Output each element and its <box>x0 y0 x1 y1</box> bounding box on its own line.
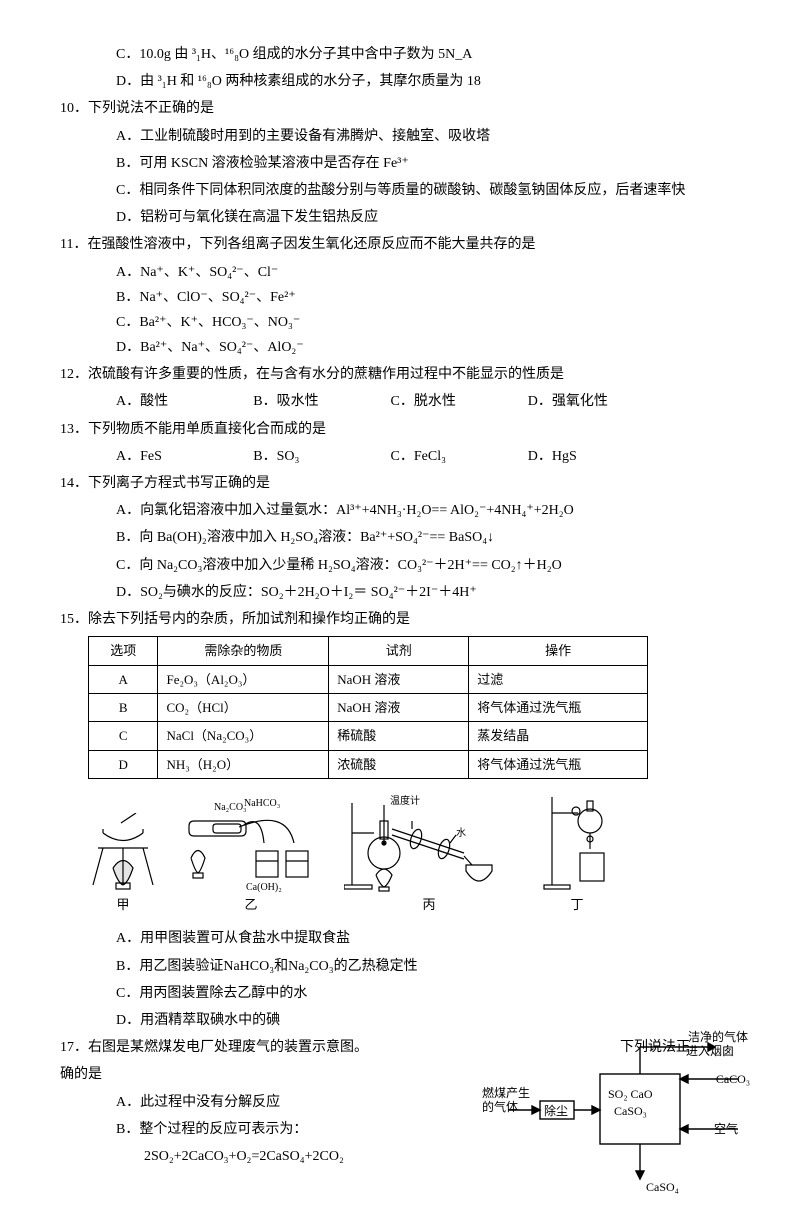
q16-opt-b: B．用乙图装验证NaHCO₃和Na₂CO₃的乙热稳定性 <box>60 954 740 979</box>
q13-opt-b: B．SO₃ <box>253 444 390 469</box>
q12-stem: 12．浓硫酸有许多重要的性质，在与含有水分的蔗糖作用过程中不能显示的性质是 <box>60 362 740 387</box>
q13-opt-a: A．FeS <box>116 444 253 469</box>
flow-air: 空气 <box>714 1119 738 1141</box>
q15-cell: CO₂（HCl） <box>158 693 329 721</box>
q15-cell: D <box>89 750 158 778</box>
label-caoh2: Ca(OH)₂ <box>246 879 282 897</box>
q14-opt-a: A．向氯化铝溶液中加入过量氨水：Al³⁺+4NH₃·H₂O== AlO₂⁻+4N… <box>60 498 740 523</box>
flow-stack: 进入烟囱 <box>686 1041 734 1063</box>
q15-cell: NaCl（Na₂CO₃） <box>158 722 329 750</box>
apparatus-d-label: 丁 <box>570 893 583 916</box>
q15-cell: 浓硫酸 <box>329 750 469 778</box>
apparatus-c-label: 丙 <box>422 893 435 916</box>
q12-opt-c: C．脱水性 <box>391 389 528 414</box>
q15-cell: NH₃（H₂O） <box>158 750 329 778</box>
q15-cell: 将气体通过洗气瓶 <box>469 750 648 778</box>
q15-th-3: 操作 <box>469 637 648 665</box>
apparatus-c-icon <box>344 793 514 893</box>
q15-cell: 稀硫酸 <box>329 722 469 750</box>
q17-block: 17．右图是某燃煤发电厂处理废气的装置示意图。 确的是 A．此过程中没有分解反应… <box>60 1035 740 1169</box>
q15-th-2: 试剂 <box>329 637 469 665</box>
q14-opt-d: D．SO₂与碘水的反应：SO₂＋2H₂O＋I₂＝ SO₄²⁻＋2I⁻＋4H⁺ <box>60 580 740 605</box>
q15-table: 选项 需除杂的物质 试剂 操作 AFe₂O₃（Al₂O₃）NaOH 溶液过滤 BC… <box>88 636 648 779</box>
apparatus-b: Na₂CO₃ NaHCO₃ Ca(OH)₂ 乙 <box>186 803 316 916</box>
q11-opt-c: C．Ba²⁺、K⁺、HCO₃⁻、NO₃⁻ <box>116 310 416 335</box>
label-water: 水 <box>456 825 466 843</box>
q10-opt-b: B．可用 KSCN 溶液检验某溶液中是否存在 Fe³⁺ <box>60 151 740 176</box>
q14-opt-b: B．向 Ba(OH)₂溶液中加入 H₂SO₄溶液：Ba²⁺+SO₄²⁻== Ba… <box>60 525 740 550</box>
q17-opt-a: A．此过程中没有分解反应 <box>60 1090 420 1115</box>
label-na2co3: Na₂CO₃ <box>214 799 247 817</box>
q15-cell: NaOH 溶液 <box>329 665 469 693</box>
q17-equation: 2SO₂+2CaCO₃+O₂=2CaSO₄+2CO₂ <box>60 1144 420 1169</box>
q16-opt-c: C．用丙图装置除去乙醇中的水 <box>60 981 740 1006</box>
q9-opt-d: D．由 ³₁H 和 ¹⁶₈O 两种核素组成的水分子，其摩尔质量为 18 <box>60 69 740 94</box>
q13-opt-d: D．HgS <box>528 444 665 469</box>
q11-opt-b: B．Na⁺、ClO⁻、SO₄²⁻、Fe²⁺ <box>116 285 416 310</box>
label-thermo: 温度计 <box>390 793 420 811</box>
apparatus-a-label: 甲 <box>116 893 129 916</box>
flow-caco3: CaCO₃ <box>716 1069 750 1091</box>
flow-diagram: 洁净的气体 进入烟囱 CaCO₃ SO₂ CaO CaSO₃ 空气 CaSO₄ … <box>490 1029 750 1207</box>
q9-opt-c: C．10.0g 由 ³₁H、¹⁶₈O 组成的水分子其中含中子数为 5N_A <box>60 42 740 67</box>
flow-dust: 除尘 <box>544 1101 568 1123</box>
q10-opt-d: D．铝粉可与氧化镁在高温下发生铝热反应 <box>60 205 740 230</box>
q14-opt-c: C．向 Na₂CO₃溶液中加入少量稀 H₂SO₄溶液：CO₃²⁻＋2H⁺== C… <box>60 553 740 578</box>
q17-stem: 17．右图是某燃煤发电厂处理废气的装置示意图。 <box>60 1040 368 1055</box>
flow-gas: 的气体 <box>482 1097 518 1119</box>
apparatus-a-icon <box>88 813 158 893</box>
q11-stem: 11．在强酸性溶液中，下列各组离子因发生氧化还原反应而不能大量共存的是 <box>60 232 740 257</box>
q11-opt-a: A．Na⁺、K⁺、SO₄²⁻、Cl⁻ <box>116 260 416 285</box>
q15-cell: 蒸发结晶 <box>469 722 648 750</box>
apparatus-a: 甲 <box>88 813 158 916</box>
flow-caso3: CaSO₃ <box>614 1101 647 1123</box>
q15-th-0: 选项 <box>89 637 158 665</box>
q15-cell: B <box>89 693 158 721</box>
apparatus-c: 温度计 水 丙 <box>344 793 514 916</box>
q13-stem: 13．下列物质不能用单质直接化合而成的是 <box>60 417 740 442</box>
q15-cell: 过滤 <box>469 665 648 693</box>
q11-opt-d: D．Ba²⁺、Na⁺、SO₄²⁻、AlO₂⁻ <box>116 335 416 360</box>
q10-opt-c: C．相同条件下同体积同浓度的盐酸分别与等质量的碳酸钠、碳酸氢钠固体反应，后者速率… <box>60 178 740 203</box>
q10-opt-a: A．工业制硫酸时用到的主要设备有沸腾炉、接触室、吸收塔 <box>60 124 740 149</box>
q15-th-1: 需除杂的物质 <box>158 637 329 665</box>
apparatus-figure: 甲 Na₂CO₃ NaHCO₃ Ca( <box>88 793 740 916</box>
q15-cell: 将气体通过洗气瓶 <box>469 693 648 721</box>
q14-stem: 14．下列离子方程式书写正确的是 <box>60 471 740 496</box>
q15-cell: C <box>89 722 158 750</box>
apparatus-d-icon <box>542 793 612 893</box>
q15-cell: Fe₂O₃（Al₂O₃） <box>158 665 329 693</box>
q15-cell: A <box>89 665 158 693</box>
apparatus-d: 丁 <box>542 793 612 916</box>
flow-caso4: CaSO₄ <box>646 1177 679 1199</box>
q10-stem: 10．下列说法不正确的是 <box>60 96 740 121</box>
q12-opt-b: B．吸水性 <box>253 389 390 414</box>
q15-stem: 15．除去下列括号内的杂质，所加试剂和操作均正确的是 <box>60 607 740 632</box>
q12-opt-a: A．酸性 <box>116 389 253 414</box>
q12-opt-d: D．强氧化性 <box>528 389 665 414</box>
q16-opt-a: A．用甲图装置可从食盐水中提取食盐 <box>60 926 740 951</box>
q15-cell: NaOH 溶液 <box>329 693 469 721</box>
q17-opt-b: B．整个过程的反应可表示为： <box>60 1117 420 1142</box>
q17-cont: 确的是 <box>60 1062 420 1087</box>
label-nahco3: NaHCO₃ <box>244 795 280 813</box>
q13-opt-c: C．FeCl₃ <box>391 444 528 469</box>
